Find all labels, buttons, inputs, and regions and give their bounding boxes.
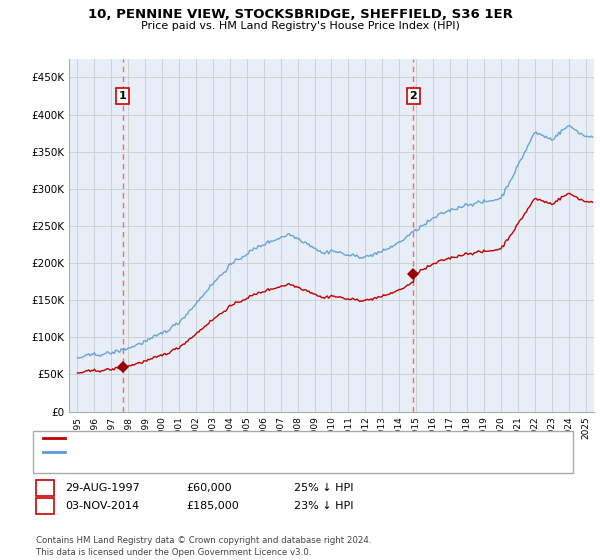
- Text: 10, PENNINE VIEW, STOCKSBRIDGE, SHEFFIELD, S36 1ER: 10, PENNINE VIEW, STOCKSBRIDGE, SHEFFIEL…: [88, 8, 512, 21]
- Text: 10, PENNINE VIEW, STOCKSBRIDGE, SHEFFIELD, S36 1ER (detached house): 10, PENNINE VIEW, STOCKSBRIDGE, SHEFFIEL…: [70, 433, 438, 443]
- Text: Price paid vs. HM Land Registry's House Price Index (HPI): Price paid vs. HM Land Registry's House …: [140, 21, 460, 31]
- Text: 2: 2: [410, 91, 418, 101]
- Text: 29-AUG-1997: 29-AUG-1997: [65, 483, 140, 493]
- Text: 23% ↓ HPI: 23% ↓ HPI: [294, 501, 353, 511]
- Text: 03-NOV-2014: 03-NOV-2014: [65, 501, 139, 511]
- Text: 1: 1: [119, 91, 127, 101]
- Text: £60,000: £60,000: [186, 483, 232, 493]
- Text: HPI: Average price, detached house, Sheffield: HPI: Average price, detached house, Shef…: [70, 447, 293, 457]
- Text: £185,000: £185,000: [186, 501, 239, 511]
- Text: 2: 2: [41, 501, 49, 511]
- Text: Contains HM Land Registry data © Crown copyright and database right 2024.
This d: Contains HM Land Registry data © Crown c…: [36, 536, 371, 557]
- Text: 1: 1: [41, 483, 49, 493]
- Text: 25% ↓ HPI: 25% ↓ HPI: [294, 483, 353, 493]
